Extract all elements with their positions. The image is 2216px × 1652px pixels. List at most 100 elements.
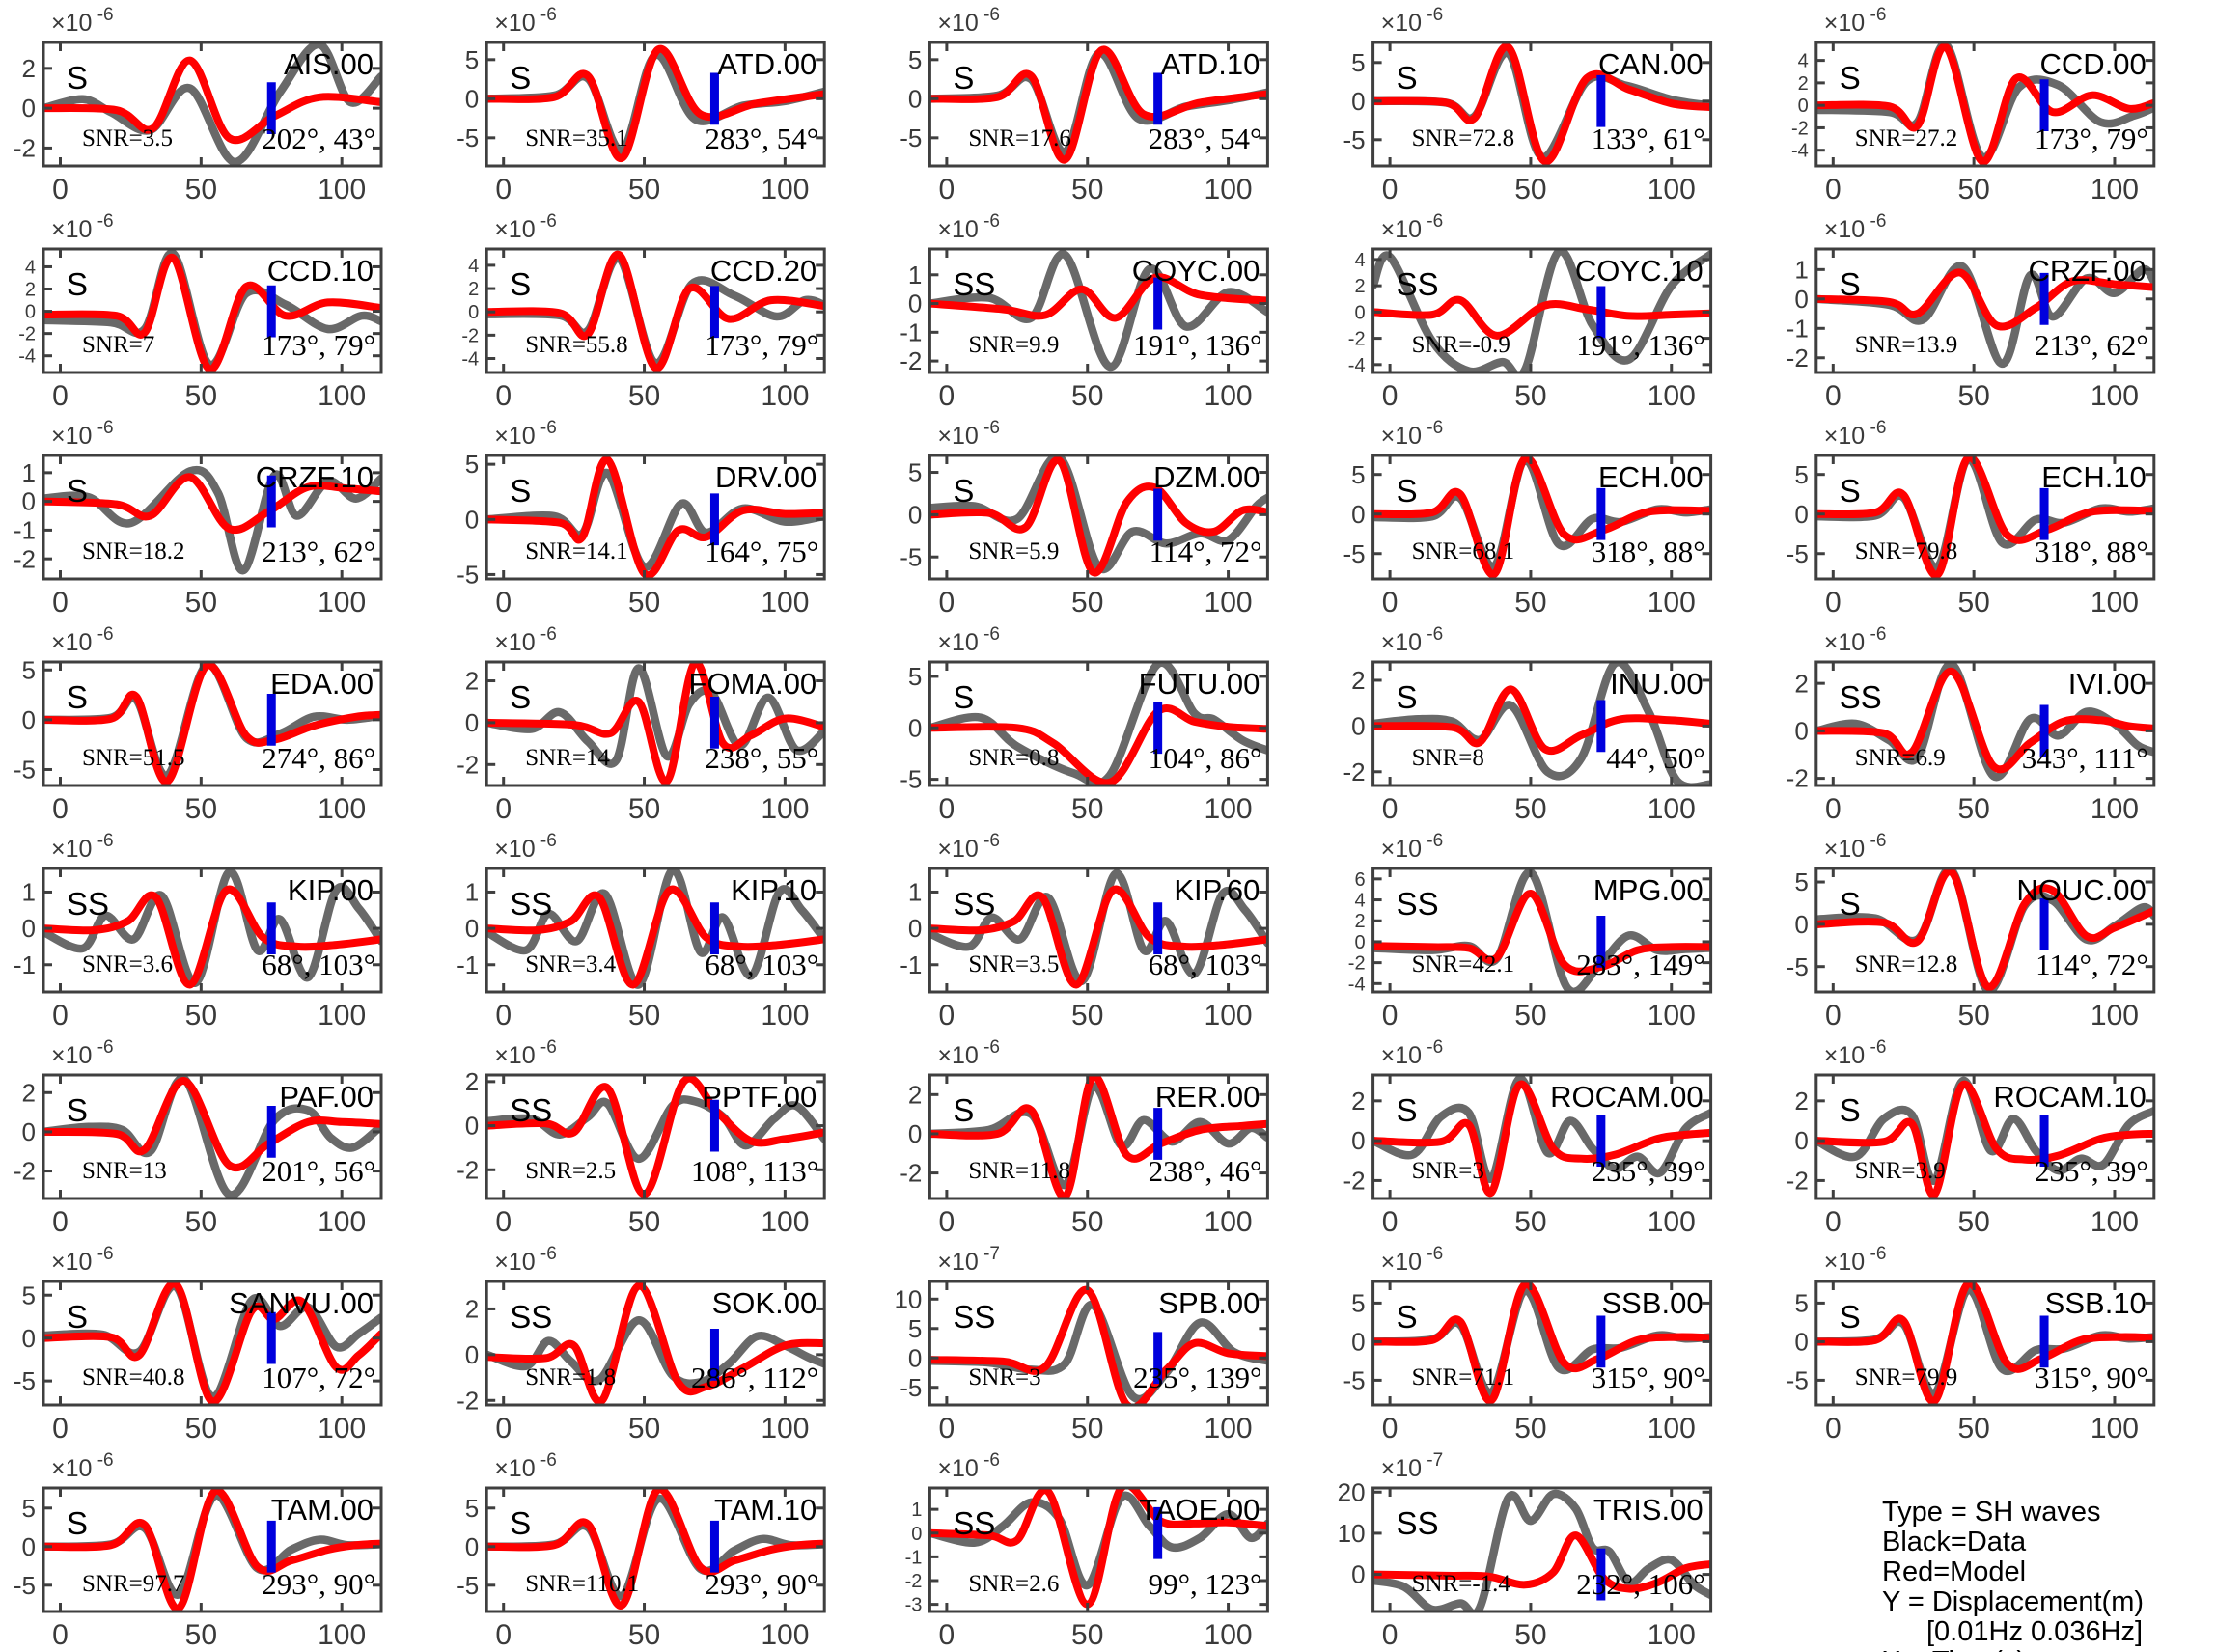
x-tick-label: 0 <box>52 1619 69 1651</box>
subplot-DRV.00: ×10 -6 0 50 100 -5 0 5 S DRV.00 SNR=14.1 164°, 75° <box>457 418 826 619</box>
subplot-SSB.10: ×10 -6 0 50 100 -5 0 5 S SSB.10 SNR=79.9 315°, 90° <box>1787 1244 2156 1445</box>
x-tick-label: 50 <box>185 380 217 412</box>
x-tick-label: 0 <box>1825 174 1842 206</box>
subplot-SOK.00: ×10 -6 0 50 100 -2 0 2 SS SOK.00 SNR=1.8 286°, 112… <box>457 1244 826 1445</box>
y-exponent-label: ×10 -6 <box>494 831 557 863</box>
model-waveform <box>486 885 825 989</box>
model-waveform <box>1815 868 2154 991</box>
y-tick-label: 5 <box>908 662 922 691</box>
y-tick-label: 5 <box>465 450 479 479</box>
y-tick-label: -2 <box>900 346 922 375</box>
model-waveform <box>1372 1531 1711 1593</box>
subplot-SSB.00: ×10 -6 0 50 100 -5 0 5 S SSB.00 SNR=71.1 315°, 90° <box>1343 1244 1713 1445</box>
x-tick-label: 0 <box>1825 1413 1842 1445</box>
x-tick-label: 50 <box>1071 1000 1103 1032</box>
x-tick-label: 100 <box>1205 174 1253 206</box>
y-tick-label: 0 <box>1354 302 1365 323</box>
y-tick-label: 0 <box>911 1524 922 1545</box>
snr-label: SNR=13.9 <box>1855 332 1957 358</box>
y-exponent-label: ×10 -6 <box>1381 831 1444 863</box>
snr-label: SNR=0.8 <box>968 745 1059 771</box>
y-exponent-label: ×10 -6 <box>1824 624 1887 656</box>
y-tick-label: 0 <box>465 708 479 737</box>
model-waveform <box>43 1488 381 1611</box>
legend-line-type: Type = SH waves <box>1882 1497 2101 1528</box>
axes-box <box>42 867 383 994</box>
x-tick-label: 0 <box>1825 587 1842 619</box>
y-tick-label: -1 <box>457 950 479 979</box>
data-waveform <box>929 869 1268 985</box>
y-tick-label: 2 <box>908 1080 922 1109</box>
station-label: TAM.10 <box>714 1493 817 1527</box>
figure-legend: Type = SH waves Black=Data Red=Model Y =… <box>1882 1498 2201 1652</box>
azimuth-distance-label: 104°, 86° <box>1149 741 1262 775</box>
station-label: CAN.00 <box>1598 47 1704 81</box>
y-tick-label: -2 <box>1348 953 1366 975</box>
x-tick-label: 0 <box>939 1206 956 1238</box>
model-waveform <box>43 1077 381 1171</box>
x-tick-label: 50 <box>1071 174 1103 206</box>
station-label: IVI.00 <box>2068 667 2147 701</box>
x-tick-label: 50 <box>185 1000 217 1032</box>
snr-label: SNR=17.6 <box>968 125 1070 151</box>
y-tick-label: -2 <box>461 325 479 346</box>
y-tick-label: 4 <box>1798 51 1809 72</box>
model-waveform <box>43 885 381 989</box>
x-tick-label: 100 <box>1648 1619 1696 1651</box>
azimuth-distance-label: 133°, 61° <box>1592 122 1705 155</box>
phase-label: S <box>1397 473 1418 509</box>
y-tick-label: 5 <box>1351 460 1365 489</box>
y-tick-label: 0 <box>1794 1126 1808 1155</box>
axes-box <box>1814 1073 2156 1200</box>
y-tick-label: -2 <box>1343 757 1365 786</box>
x-tick-label: 0 <box>495 174 512 206</box>
snr-label: SNR=14.1 <box>525 538 627 564</box>
x-tick-label: 50 <box>1514 174 1546 206</box>
legend-line-xaxis: X = Time(s) <box>1882 1647 2201 1652</box>
azimuth-distance-label: 202°, 43° <box>262 122 375 155</box>
station-label: PAF.00 <box>279 1080 374 1114</box>
x-tick-label: 50 <box>628 1206 660 1238</box>
y-tick-label: 0 <box>908 1119 922 1148</box>
x-tick-label: 0 <box>1825 380 1842 412</box>
snr-label: SNR=110.1 <box>525 1571 639 1597</box>
y-tick-label: -5 <box>1343 125 1365 154</box>
axes-box <box>928 454 1269 581</box>
y-tick-label: 0 <box>1351 711 1365 740</box>
x-tick-label: 100 <box>2091 380 2139 412</box>
snr-label: SNR=5.9 <box>968 538 1059 564</box>
data-waveform <box>486 664 825 768</box>
y-tick-label: -4 <box>1348 355 1366 376</box>
station-label: CCD.10 <box>267 254 374 288</box>
y-exponent-label: ×10 -6 <box>937 1037 1000 1069</box>
snr-label: SNR=3.9 <box>1855 1158 1946 1184</box>
y-exponent-label: ×10 -6 <box>494 211 557 243</box>
y-tick-label: 0 <box>1794 1328 1808 1357</box>
y-tick-label: 0 <box>465 1112 479 1141</box>
azimuth-distance-label: 68°, 103° <box>1149 948 1262 981</box>
y-tick-label: 0 <box>908 84 922 113</box>
station-label: CRZF.10 <box>256 460 374 494</box>
subplot-KIP.60: ×10 -6 0 50 100 -1 0 1 SS KIP.60 SNR=3.5 68°, 103° <box>900 831 1269 1032</box>
snr-label: SNR=27.2 <box>1855 125 1957 151</box>
azimuth-distance-label: 293°, 90° <box>262 1567 375 1601</box>
y-tick-label: 0 <box>1351 1126 1365 1155</box>
y-tick-label: 1 <box>911 1500 922 1521</box>
x-tick-label: 100 <box>2091 1000 2139 1032</box>
x-tick-label: 100 <box>761 174 809 206</box>
y-tick-label: 5 <box>465 1494 479 1523</box>
model-waveform <box>1815 268 2154 331</box>
y-tick-label: -1 <box>14 515 36 544</box>
phase-label: SS <box>953 1505 995 1541</box>
y-tick-label: 2 <box>1351 1087 1365 1115</box>
phase-label: SS <box>510 1092 552 1128</box>
axes-box <box>928 1073 1269 1200</box>
x-tick-label: 0 <box>939 174 956 206</box>
y-tick-label: 0 <box>1351 87 1365 116</box>
station-label: ECH.00 <box>1598 460 1704 494</box>
subplot-SANVU.00: ×10 -6 0 50 100 -5 0 5 S SANVU.00 SNR=40.8 107°, 7… <box>14 1244 383 1445</box>
subplot-COYC.10: ×10 -6 0 50 100 -4 -2 0 2 4 SS COYC.10 SNR=-0.9 191°… <box>1348 211 1713 412</box>
y-exponent-label: ×10 -6 <box>51 211 114 243</box>
